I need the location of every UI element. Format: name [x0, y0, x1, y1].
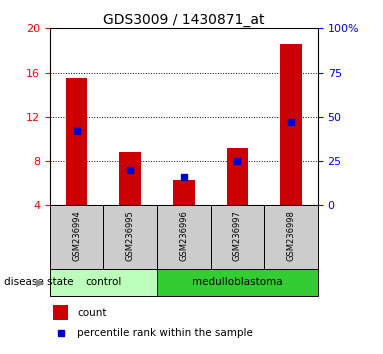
Text: percentile rank within the sample: percentile rank within the sample: [77, 328, 253, 338]
Bar: [66, 78, 87, 205]
Bar: [119, 152, 141, 205]
Bar: [264, 205, 318, 269]
Title: GDS3009 / 1430871_at: GDS3009 / 1430871_at: [103, 13, 265, 27]
Text: GSM236995: GSM236995: [126, 211, 135, 261]
Bar: [227, 148, 248, 205]
Text: GSM236996: GSM236996: [179, 211, 188, 261]
Bar: [157, 269, 318, 296]
Text: GSM236997: GSM236997: [233, 211, 242, 261]
Text: count: count: [77, 308, 107, 318]
Bar: [50, 205, 103, 269]
Bar: [173, 180, 195, 205]
Text: disease state: disease state: [4, 277, 73, 287]
Text: GSM236998: GSM236998: [286, 211, 296, 261]
Bar: [103, 205, 157, 269]
Bar: [211, 205, 264, 269]
Text: control: control: [85, 277, 121, 287]
Bar: [50, 269, 157, 296]
Text: ▶: ▶: [36, 277, 44, 287]
Bar: [53, 306, 68, 320]
Bar: [157, 205, 211, 269]
Bar: [280, 44, 302, 205]
Text: medulloblastoma: medulloblastoma: [192, 277, 283, 287]
Text: GSM236994: GSM236994: [72, 211, 81, 261]
